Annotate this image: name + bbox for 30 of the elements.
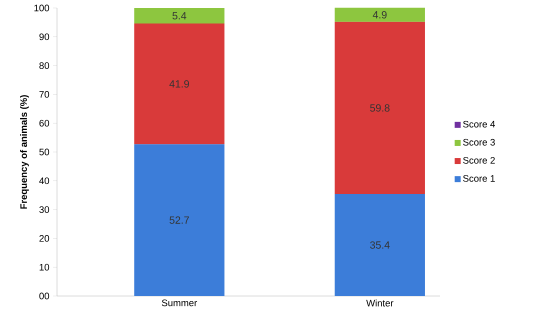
bar bbox=[134, 24, 224, 144]
data-label: 41.9 bbox=[169, 80, 189, 88]
legend-label: Score 4 bbox=[463, 120, 496, 128]
x-tick-label: Summer bbox=[162, 300, 198, 306]
y-tick-label: 20 bbox=[39, 235, 50, 242]
y-tick-label: 80 bbox=[39, 62, 50, 69]
legend-label: Score 2 bbox=[463, 156, 495, 164]
bar bbox=[134, 8, 224, 24]
y-axis-title: Frequency of animals (%) bbox=[20, 95, 29, 209]
data-label: 4.9 bbox=[372, 11, 387, 18]
data-label: 59.8 bbox=[370, 104, 390, 112]
x-tick-label: Winter bbox=[366, 300, 394, 306]
legend-label: Score 1 bbox=[463, 175, 495, 182]
data-label: 35.4 bbox=[370, 241, 390, 249]
bar bbox=[334, 8, 425, 22]
bar bbox=[334, 194, 425, 296]
y-tick-label: 70 bbox=[39, 91, 50, 98]
y-tick-label: 100 bbox=[34, 4, 50, 12]
y-tick-label: 30 bbox=[39, 206, 50, 213]
y-tick-label: 50 bbox=[39, 148, 50, 156]
data-label: 5.4 bbox=[172, 12, 186, 20]
y-tick-label: 60 bbox=[39, 120, 50, 127]
bar bbox=[134, 144, 224, 296]
y-tick-label: 00 bbox=[39, 292, 50, 300]
legend-label: Score 3 bbox=[463, 138, 495, 146]
data-label: 52.7 bbox=[170, 216, 189, 224]
y-tick-label: 40 bbox=[39, 177, 50, 184]
bar bbox=[334, 22, 425, 194]
y-tick-label: 90 bbox=[39, 33, 50, 40]
y-tick-label: 10 bbox=[40, 264, 50, 271]
